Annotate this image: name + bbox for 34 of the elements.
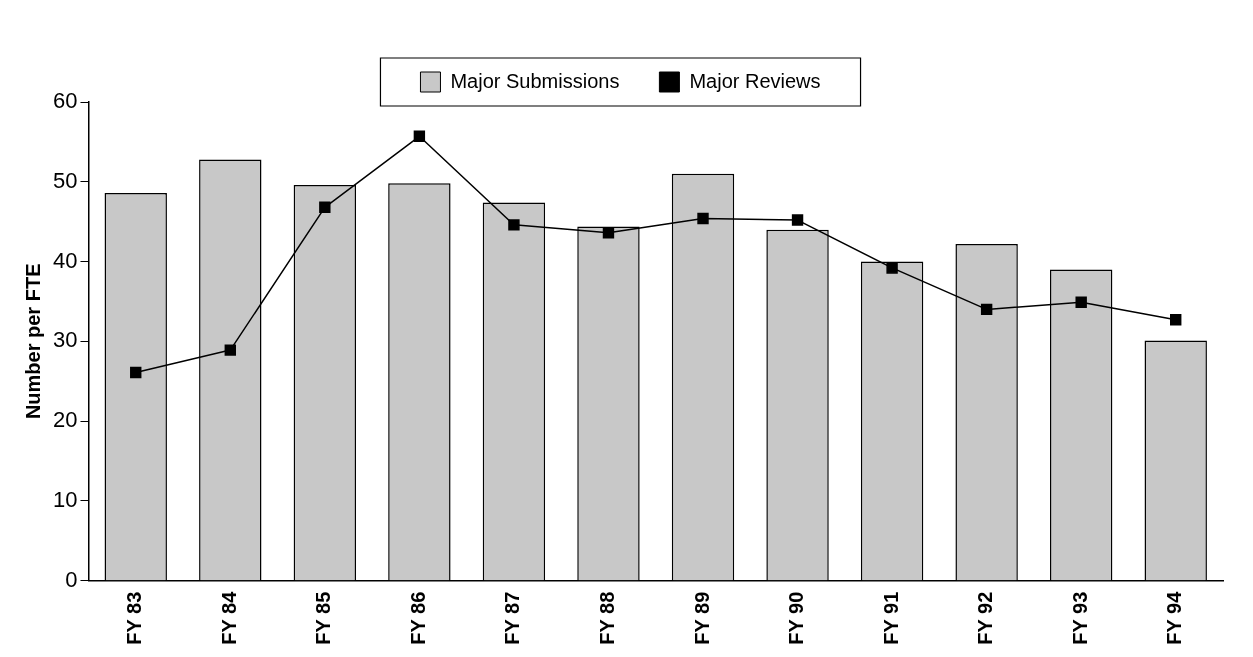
point [980, 303, 993, 316]
x-tick-label: FY 92 [974, 591, 997, 645]
point [602, 227, 615, 239]
y-tick-label: 10 [52, 486, 78, 512]
point [886, 262, 898, 274]
legend-label: Major Reviews [689, 69, 821, 92]
point [413, 130, 426, 142]
y-tick-label: 50 [52, 167, 78, 193]
point [697, 212, 709, 225]
x-tick-label: FY 84 [217, 590, 240, 645]
y-tick-label: 30 [52, 327, 78, 353]
x-tick-label: FY 86 [406, 591, 429, 645]
x-tick-label: FY 94 [1163, 590, 1186, 645]
x-tick-label: FY 90 [785, 591, 808, 645]
x-tick-label: FY 89 [690, 591, 713, 645]
y-axis-title: Number per FTE [21, 263, 44, 420]
y-tick-label: 20 [52, 407, 78, 433]
x-tick-label: FY 91 [879, 591, 902, 645]
legend-label: Major Submissions [450, 69, 620, 92]
x-tick-label: FY 85 [312, 591, 335, 645]
x-tick-label: FY 88 [595, 591, 618, 645]
x-tick-label: FY 93 [1068, 591, 1091, 645]
y-tick-label: 60 [52, 88, 78, 114]
point [508, 219, 520, 231]
point [224, 344, 236, 356]
y-tick-label: 40 [52, 247, 78, 273]
y-tick-label: 0 [65, 566, 78, 592]
point [319, 201, 331, 213]
point [1170, 314, 1182, 326]
x-tick-label: FY 83 [123, 591, 146, 645]
point [130, 366, 142, 379]
point [791, 214, 804, 226]
x-tick-label: FY 87 [501, 591, 524, 645]
point [1075, 296, 1087, 308]
